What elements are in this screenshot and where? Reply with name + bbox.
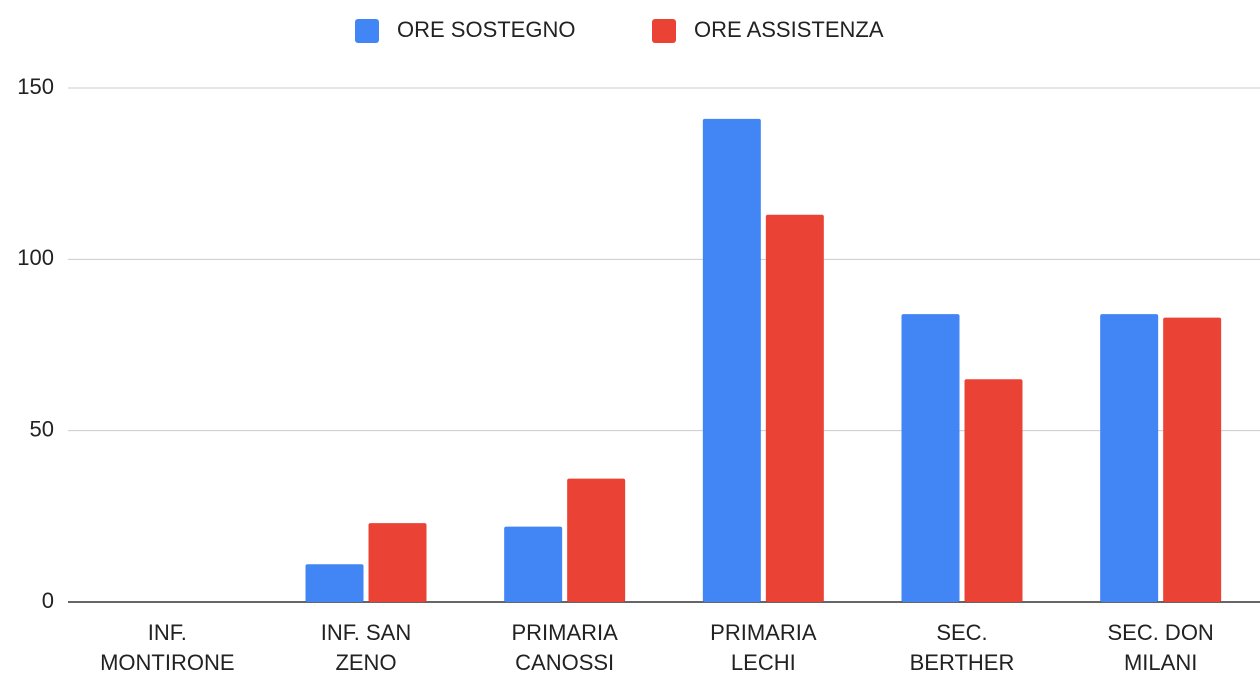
x-tick-label: INF. SAN ZENO: [320, 620, 412, 674]
x-tick-label: SEC. BERTHER: [909, 620, 1015, 674]
legend-label: ORE ASSISTENZA: [694, 17, 884, 42]
bar: [504, 526, 563, 602]
legend-label: ORE SOSTEGNO: [397, 17, 575, 42]
x-tick-label: SEC. DON MILANI: [1107, 620, 1214, 674]
legend-swatch: [355, 19, 379, 43]
bar: [1100, 314, 1159, 602]
bar: [765, 214, 824, 602]
y-tick-label: 50: [30, 416, 54, 441]
bar: [567, 478, 626, 602]
x-tick-label: INF. MONTIRONE: [100, 620, 235, 674]
bar: [305, 564, 364, 602]
y-tick-label: 150: [17, 74, 54, 99]
x-tick-label: PRIMARIA CANOSSI: [511, 620, 618, 674]
y-tick-label: 100: [17, 245, 54, 270]
bar: [368, 523, 427, 602]
bar: [964, 379, 1023, 602]
y-tick-label: 0: [42, 588, 54, 613]
x-tick-label: PRIMARIA LECHI: [710, 620, 817, 674]
legend-swatch: [652, 19, 676, 43]
bar: [1163, 317, 1222, 602]
bar: [901, 314, 960, 602]
bar: [702, 118, 761, 602]
